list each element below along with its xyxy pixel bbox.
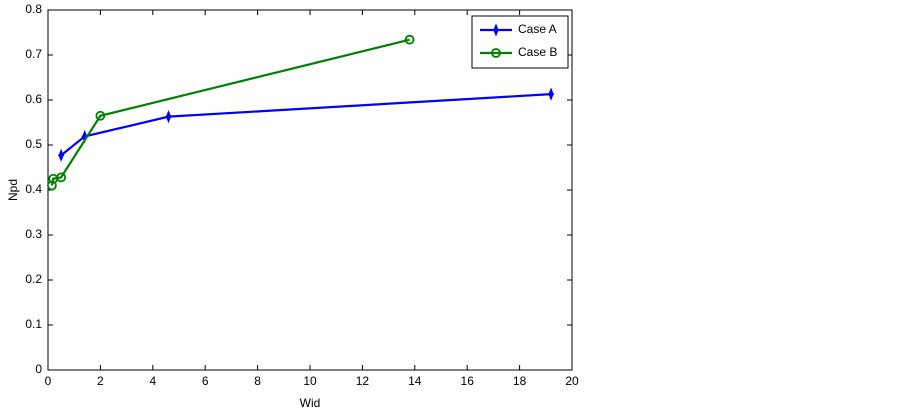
- y-tick-label: 0.3: [25, 227, 42, 241]
- legend-label: Case A: [518, 22, 557, 36]
- data-point: [95, 110, 106, 121]
- series-line: [60, 93, 552, 157]
- x-tick-label: 8: [254, 374, 261, 388]
- y-tick-label: 0.7: [25, 47, 42, 61]
- x-tick-label: 16: [461, 374, 475, 388]
- x-tick-label: 2: [97, 374, 104, 388]
- legend-label: Case B: [518, 45, 557, 59]
- legend-marker: [493, 23, 499, 37]
- data-point: [58, 148, 65, 162]
- x-tick-label: 6: [202, 374, 209, 388]
- y-tick-label: 0: [35, 362, 42, 376]
- x-tick-label: 18: [513, 374, 527, 388]
- data-point: [404, 34, 415, 45]
- y-tick-label: 0.1: [25, 317, 42, 331]
- y-tick-label: 0.2: [25, 272, 42, 286]
- x-axis-label: Wid: [300, 396, 321, 410]
- x-tick-label: 4: [149, 374, 156, 388]
- x-tick-label: 10: [303, 374, 317, 388]
- x-tick-label: 14: [408, 374, 422, 388]
- legend-marker: [491, 48, 501, 58]
- y-tick-label: 0.4: [25, 182, 42, 196]
- data-point: [165, 110, 172, 124]
- y-tick-label: 0.5: [25, 137, 42, 151]
- data-point: [56, 172, 66, 183]
- y-tick-label: 0.8: [25, 2, 42, 16]
- legend-box: [471, 15, 569, 69]
- y-axis-label: Npd: [6, 179, 20, 201]
- x-tick-label: 12: [356, 374, 370, 388]
- x-tick-label: 20: [565, 374, 579, 388]
- y-tick-label: 0.6: [25, 92, 42, 106]
- data-point: [47, 180, 57, 191]
- x-tick-label: 0: [45, 374, 52, 388]
- data-point: [548, 87, 555, 101]
- plot-area: [47, 9, 573, 371]
